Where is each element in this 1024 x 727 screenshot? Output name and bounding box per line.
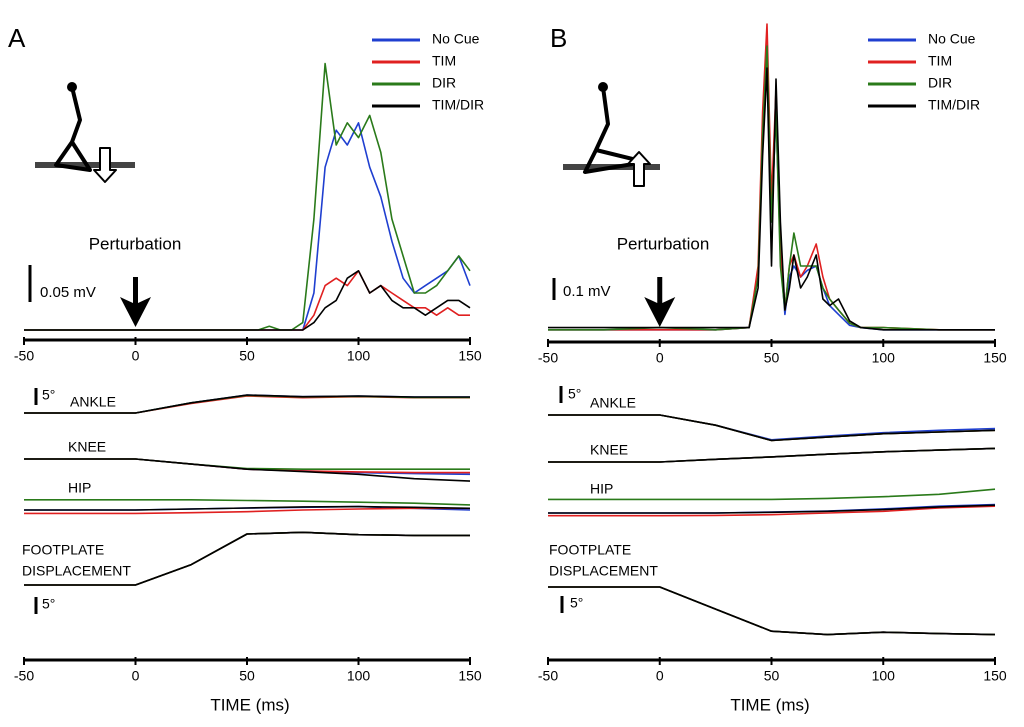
x-tick-label: 0 [656,350,664,366]
emg-scale-label: 0.05 mV [40,284,96,301]
kinematic-trace [548,586,996,636]
kinematic-trace [548,414,996,442]
x-tick-label: 100 [347,348,371,364]
kinematic-trace [548,414,996,442]
kinematic-trace [24,507,470,515]
legend-label: TIM [928,53,952,69]
x-tick-label: 50 [239,668,255,684]
angle-scale-label: 5° [568,386,581,402]
kinematic-trace [548,414,996,441]
emg-scale-label: 0.1 mV [563,283,611,300]
panel-letter: A [8,23,26,53]
trace-label: ANKLE [70,394,116,410]
trace-label: HIP [590,481,613,497]
legend-label: TIM/DIR [928,97,980,113]
x-tick-label: 0 [656,668,664,684]
kinematic-trace [24,458,470,474]
kinematic-trace [548,586,996,636]
kinematic-trace [24,458,471,482]
trace-label: DISPLACEMENT [549,563,658,579]
emg-trace [24,270,471,331]
x-tick-label: 50 [239,348,255,364]
perturbation-arrow [644,277,676,327]
kinematic-trace [24,458,470,470]
annotation: Perturbation [617,234,710,253]
x-tick-label: 50 [764,668,780,684]
trace-label: KNEE [590,442,628,458]
x-tick-label: 100 [872,350,896,366]
x-axis-title: TIME (ms) [730,695,809,714]
kinematic-trace [548,414,996,442]
stick-figure-a [35,82,135,183]
emg-trace [548,23,995,331]
x-tick-label: 50 [764,350,780,366]
x-tick-label: 100 [347,668,371,684]
legend-label: TIM [432,53,456,69]
kinematic-trace [548,505,996,517]
legend-label: DIR [432,75,456,91]
kinematic-trace [548,447,996,463]
trace-label: ANKLE [590,395,636,411]
kinematic-trace [24,499,471,506]
legend-label: No Cue [928,31,976,47]
x-tick-label: -50 [14,668,34,684]
x-tick-label: 100 [872,668,896,684]
legend-label: DIR [928,75,952,91]
kinematic-trace [548,504,996,514]
trace-label: FOOTPLATE [549,542,631,558]
x-tick-label: -50 [14,348,34,364]
kinematic-trace [24,394,470,414]
kinematic-trace [548,488,996,501]
angle-scale-label: 5° [42,596,55,612]
angle-scale-label: 5° [570,595,583,611]
x-tick-label: -50 [538,350,558,366]
trace-label: DISPLACEMENT [22,563,131,579]
angle-scale-label: 5° [42,387,55,403]
x-tick-label: -50 [538,668,558,684]
emg-trace [548,67,995,331]
panel-letter: B [550,23,567,53]
trace-label: KNEE [68,439,106,455]
legend-label: No Cue [432,31,480,47]
x-tick-label: 150 [983,668,1007,684]
annotation: Perturbation [89,234,182,253]
x-tick-label: 150 [983,350,1007,366]
x-tick-label: 150 [458,668,482,684]
kinematic-trace [548,586,996,636]
kinematic-trace [24,531,470,586]
trace-label: HIP [68,480,91,496]
x-tick-label: 0 [132,348,140,364]
x-tick-label: 0 [132,668,140,684]
legend-label: TIM/DIR [432,97,484,113]
x-tick-label: 150 [458,348,482,364]
kinematic-trace [548,586,996,636]
stick-figure-b [563,82,660,187]
trace-label: FOOTPLATE [22,542,104,558]
x-axis-title: TIME (ms) [210,695,289,714]
kinematic-trace [24,505,471,511]
perturbation-arrow [120,277,151,327]
